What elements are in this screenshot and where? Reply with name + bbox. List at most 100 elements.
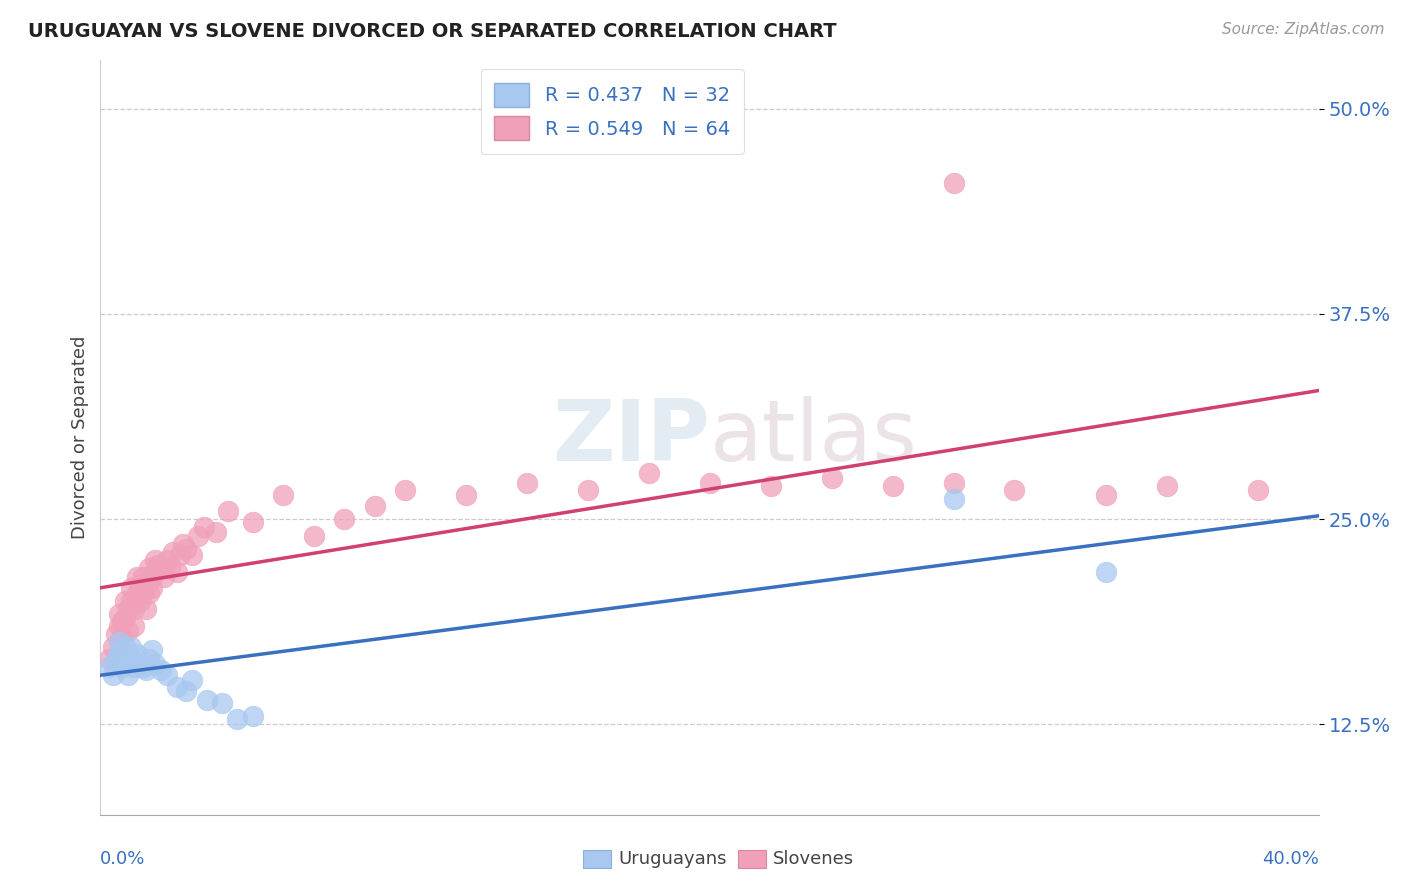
Text: 0.0%: 0.0% (100, 850, 146, 868)
Point (114, 651, 136, 665)
Point (98, 660, 121, 674)
Point (242, 709, 264, 723)
Point (211, 696, 233, 710)
Point (454, 487, 477, 501)
Point (135, 663, 157, 677)
Point (759, 479, 782, 493)
Point (120, 640, 142, 655)
Point (242, 516, 264, 530)
Point (166, 680, 188, 694)
Text: Source: ZipAtlas.com: Source: ZipAtlas.com (1222, 22, 1385, 37)
Point (107, 607, 129, 622)
Point (942, 176, 965, 190)
Point (138, 586, 160, 600)
Point (1004, 483, 1026, 497)
Point (882, 479, 904, 493)
Point (143, 657, 166, 671)
Point (141, 569, 163, 583)
Point (271, 487, 294, 501)
Point (394, 483, 416, 497)
Point (1095, 565, 1118, 579)
Point (156, 668, 179, 682)
Point (111, 630, 134, 644)
Point (172, 537, 194, 551)
Point (166, 565, 188, 579)
Point (125, 647, 148, 661)
Point (111, 643, 134, 657)
Point (138, 651, 160, 665)
Point (122, 660, 145, 674)
Text: Uruguayans: Uruguayans (619, 850, 727, 868)
Text: 40.0%: 40.0% (1263, 850, 1319, 868)
Point (516, 476, 538, 491)
Point (104, 627, 127, 641)
Point (120, 655, 142, 669)
Point (114, 594, 136, 608)
Point (153, 569, 176, 583)
Point (333, 512, 356, 526)
Point (111, 614, 134, 628)
Point (150, 663, 173, 677)
Point (820, 471, 842, 485)
Point (101, 668, 124, 682)
Point (169, 548, 191, 562)
Point (363, 499, 385, 513)
Point (174, 541, 197, 556)
Point (129, 578, 152, 592)
Point (132, 660, 155, 674)
Point (174, 684, 197, 698)
Point (117, 647, 139, 661)
Point (187, 528, 209, 542)
Point (143, 553, 166, 567)
Point (129, 657, 152, 671)
Point (143, 565, 166, 579)
Text: ZIP: ZIP (553, 395, 710, 479)
Point (104, 651, 127, 665)
Point (159, 561, 181, 575)
Point (217, 504, 239, 518)
Point (1095, 487, 1118, 501)
Point (125, 586, 148, 600)
Point (150, 561, 173, 575)
Point (195, 692, 218, 706)
Point (180, 548, 202, 562)
Point (205, 525, 228, 540)
Point (141, 581, 163, 595)
Point (226, 712, 249, 726)
Point (132, 569, 155, 583)
Point (111, 660, 134, 674)
Point (576, 483, 599, 497)
Point (942, 492, 965, 507)
Point (699, 476, 721, 491)
Point (193, 520, 215, 534)
Text: URUGUAYAN VS SLOVENE DIVORCED OR SEPARATED CORRELATION CHART: URUGUAYAN VS SLOVENE DIVORCED OR SEPARAT… (28, 22, 837, 41)
Point (114, 610, 136, 624)
Point (114, 640, 136, 655)
Point (122, 619, 145, 633)
Point (942, 476, 965, 491)
Point (135, 602, 157, 616)
Point (117, 624, 139, 638)
Point (117, 602, 139, 616)
Point (125, 569, 148, 583)
Legend: R = 0.437   N = 32, R = 0.549   N = 64: R = 0.437 N = 32, R = 0.549 N = 64 (481, 70, 744, 153)
Point (132, 586, 155, 600)
Point (107, 635, 129, 649)
Point (107, 647, 129, 661)
Point (98, 651, 121, 665)
Point (120, 594, 142, 608)
Point (1156, 479, 1178, 493)
Text: atlas: atlas (710, 395, 918, 479)
Point (138, 561, 160, 575)
Point (101, 640, 124, 655)
Point (122, 602, 145, 616)
Point (117, 668, 139, 682)
Point (162, 545, 184, 559)
Point (141, 643, 163, 657)
Point (1247, 483, 1270, 497)
Y-axis label: Divorced or Separated: Divorced or Separated (72, 335, 89, 539)
Point (135, 578, 157, 592)
Point (107, 619, 129, 633)
Point (302, 528, 325, 542)
Point (129, 594, 152, 608)
